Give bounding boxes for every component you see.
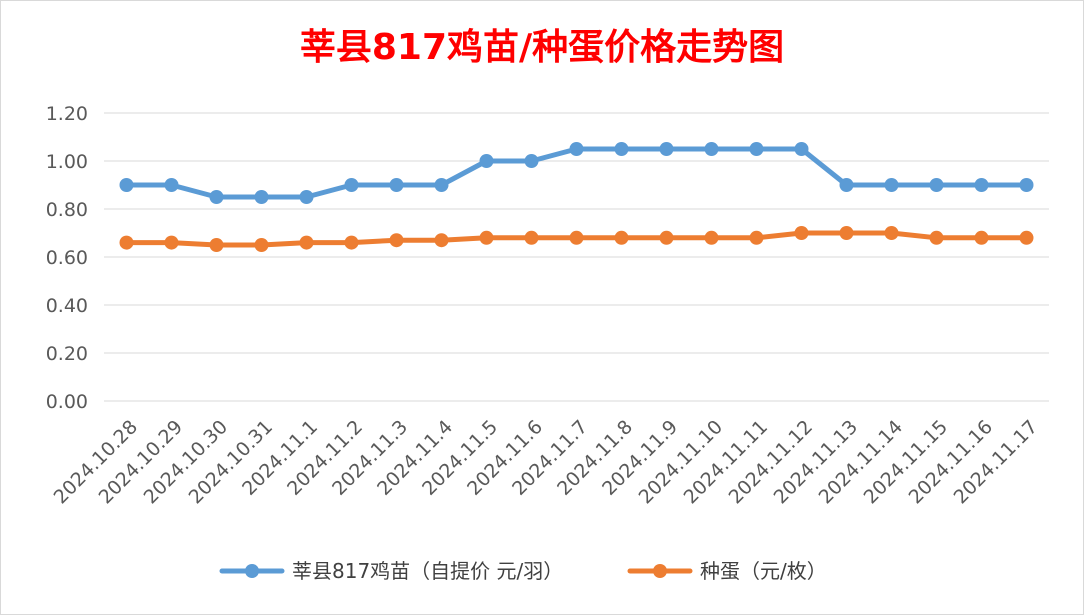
data-point (344, 178, 359, 192)
legend-marker (653, 564, 667, 578)
data-point (1019, 178, 1034, 192)
data-point (389, 233, 404, 248)
data-point (659, 142, 674, 156)
legend-label: 莘县817鸡苗（自提价 元/羽） (292, 559, 563, 583)
data-point (659, 230, 674, 245)
series-1 (119, 142, 1034, 204)
y-tick-label: 1.20 (46, 103, 88, 125)
data-point (209, 238, 224, 252)
y-axis-ticks: 0.00 0.20 0.40 0.60 0.80 1.00 1.20 (46, 103, 88, 413)
y-tick-label: 0.20 (46, 343, 88, 365)
data-point (119, 235, 134, 250)
data-point (164, 235, 179, 250)
data-point (569, 142, 584, 156)
y-tick-label: 0.40 (46, 295, 88, 317)
gridlines (104, 112, 1049, 402)
data-point (974, 178, 989, 192)
data-point (1019, 230, 1034, 245)
data-point (119, 178, 134, 192)
legend-item: 种蛋（元/枚） (627, 559, 827, 583)
data-point (344, 235, 359, 250)
data-point (209, 190, 224, 204)
series-2 (119, 226, 1034, 252)
data-point (884, 178, 899, 192)
data-point (929, 178, 944, 192)
data-point (569, 230, 584, 245)
data-point (299, 235, 314, 250)
data-point (884, 226, 899, 240)
x-axis-ticks: 2024.10.282024.10.292024.10.302024.10.31… (50, 416, 1042, 508)
legend-label: 种蛋（元/枚） (700, 559, 827, 583)
data-point (434, 178, 449, 192)
y-tick-label: 0.80 (46, 199, 88, 221)
data-point (524, 154, 539, 168)
data-point (164, 178, 179, 192)
data-point (704, 142, 719, 156)
y-tick-label: 0.00 (46, 391, 88, 413)
data-point (749, 230, 764, 245)
data-point (839, 226, 854, 240)
y-tick-label: 0.60 (46, 247, 88, 269)
data-point (839, 178, 854, 192)
legend-marker (245, 564, 259, 578)
data-point (974, 230, 989, 245)
data-point (254, 190, 269, 204)
data-point (704, 230, 719, 245)
data-point (479, 230, 494, 245)
data-point (794, 226, 809, 240)
data-point (479, 154, 494, 168)
y-tick-label: 1.00 (46, 151, 88, 173)
data-point (614, 230, 629, 245)
data-point (929, 230, 944, 245)
chart-title: 莘县817鸡苗/种蛋价格走势图 (300, 27, 784, 68)
legend: 莘县817鸡苗（自提价 元/羽） 种蛋（元/枚） (219, 559, 827, 583)
data-point (434, 233, 449, 248)
series-layer (119, 142, 1034, 252)
data-point (299, 190, 314, 204)
data-point (524, 230, 539, 245)
data-point (614, 142, 629, 156)
data-point (389, 178, 404, 192)
data-point (794, 142, 809, 156)
legend-item: 莘县817鸡苗（自提价 元/羽） (219, 559, 563, 583)
data-point (749, 142, 764, 156)
data-point (254, 238, 269, 252)
